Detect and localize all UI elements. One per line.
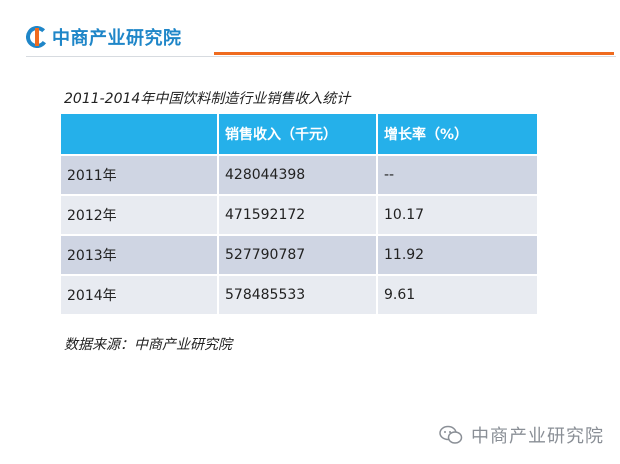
table-row: 2011年 428044398 -- <box>61 154 537 194</box>
cell-growth: 10.17 <box>378 194 537 234</box>
table-title: 2011-2014年中国饮料制造行业销售收入统计 <box>64 91 351 107</box>
wechat-icon <box>439 425 463 444</box>
watermark: 中商产业研究院 <box>439 422 604 448</box>
brand-logo-icon <box>26 26 48 48</box>
cell-growth: -- <box>378 154 537 194</box>
cell-year: 2013年 <box>61 234 219 274</box>
table-header-row: 销售收入（千元） 增长率（%） <box>61 114 537 154</box>
brand-logo-text: 中商产业研究院 <box>52 28 182 49</box>
cell-revenue: 428044398 <box>219 154 378 194</box>
header-accent-rule <box>214 52 614 55</box>
brand-logo: 中商产业研究院 <box>26 24 182 50</box>
header-divider <box>26 56 616 57</box>
cell-growth: 9.61 <box>378 274 537 314</box>
cell-year: 2012年 <box>61 194 219 234</box>
column-header-revenue: 销售收入（千元） <box>219 114 378 154</box>
column-header-growth: 增长率（%） <box>378 114 537 154</box>
cell-revenue: 471592172 <box>219 194 378 234</box>
table-row: 2014年 578485533 9.61 <box>61 274 537 314</box>
column-header-year <box>61 114 219 154</box>
table-row: 2013年 527790787 11.92 <box>61 234 537 274</box>
cell-growth: 11.92 <box>378 234 537 274</box>
data-source-note: 数据来源：中商产业研究院 <box>64 337 232 353</box>
cell-year: 2014年 <box>61 274 219 314</box>
cell-revenue: 527790787 <box>219 234 378 274</box>
sales-table: 销售收入（千元） 增长率（%） 2011年 428044398 -- 2012年… <box>61 114 537 314</box>
watermark-text: 中商产业研究院 <box>471 426 604 447</box>
page-header: 中商产业研究院 <box>26 24 616 57</box>
cell-revenue: 578485533 <box>219 274 378 314</box>
cell-year: 2011年 <box>61 154 219 194</box>
table-row: 2012年 471592172 10.17 <box>61 194 537 234</box>
